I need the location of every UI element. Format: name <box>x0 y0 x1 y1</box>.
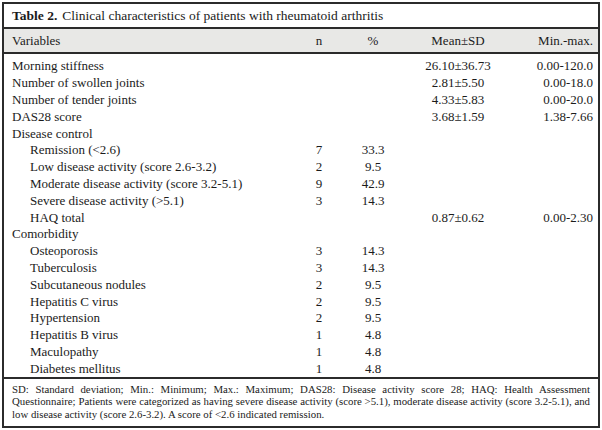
row-label: Low disease activity (score 2.6-3.2) <box>4 159 294 175</box>
row-pct: 9.5 <box>344 159 402 175</box>
row-label: Diabetes mellitus <box>4 361 294 377</box>
row-label: Hypertension <box>4 310 294 326</box>
row-label: Maculopathy <box>4 344 294 360</box>
row-n: 1 <box>294 361 344 377</box>
row-pct: 33.3 <box>344 142 402 158</box>
table-body: Morning stiffness 26.10±36.73 0.00-120.0… <box>4 54 598 377</box>
row-pct: 4.8 <box>344 327 402 343</box>
table-row: Remission (<2.6) 7 33.3 <box>4 142 598 159</box>
row-mean-sd: 2.81±5.50 <box>402 75 514 91</box>
section-label: Comorbidity <box>4 226 294 242</box>
paper-table-figure: Table 2. Clinical characteristics of pat… <box>0 0 602 430</box>
table-row: HAQ total 0.87±0.62 0.00-2.30 <box>4 209 598 226</box>
table-row: Maculopathy 1 4.8 <box>4 344 598 361</box>
row-mean-sd: 0.87±0.62 <box>402 210 514 226</box>
row-n: 9 <box>294 176 344 192</box>
row-pct: 9.5 <box>344 310 402 326</box>
row-label: Osteoporosis <box>4 243 294 259</box>
row-n: 3 <box>294 260 344 276</box>
table-row: Diabetes mellitus 1 4.8 <box>4 360 598 377</box>
table-row: Hepatitis B virus 1 4.8 <box>4 327 598 344</box>
row-min-max: 1.38-7.66 <box>514 109 598 125</box>
column-header-percent: % <box>344 33 402 49</box>
row-pct: 4.8 <box>344 344 402 360</box>
table-row: Number of tender joints 4.33±5.83 0.00-2… <box>4 92 598 109</box>
row-pct: 14.3 <box>344 193 402 209</box>
row-pct: 42.9 <box>344 176 402 192</box>
row-label: Remission (<2.6) <box>4 142 294 158</box>
column-header-row: Variables n % Mean±SD Min.-max. <box>4 27 598 54</box>
table-caption: Clinical characteristics of patients wit… <box>62 8 383 24</box>
table-row: Number of swollen joints 2.81±5.50 0.00-… <box>4 75 598 92</box>
row-label: Morning stiffness <box>4 58 294 74</box>
row-label: Number of swollen joints <box>4 75 294 91</box>
table-row: Morning stiffness 26.10±36.73 0.00-120.0 <box>4 58 598 75</box>
row-label: Moderate disease activity (score 3.2-5.1… <box>4 176 294 192</box>
table-row: DAS28 score 3.68±1.59 1.38-7.66 <box>4 108 598 125</box>
row-pct: 14.3 <box>344 260 402 276</box>
row-n: 1 <box>294 327 344 343</box>
table-title: Table 2. Clinical characteristics of pat… <box>4 4 598 27</box>
row-pct: 14.3 <box>344 243 402 259</box>
row-label: Hepatitis B virus <box>4 327 294 343</box>
row-label: Tuberculosis <box>4 260 294 276</box>
row-label: Severe disease activity (>5.1) <box>4 193 294 209</box>
row-min-max: 0.00-20.0 <box>514 92 598 108</box>
table-row: Low disease activity (score 2.6-3.2) 2 9… <box>4 159 598 176</box>
row-pct: 9.5 <box>344 294 402 310</box>
row-pct: 4.8 <box>344 361 402 377</box>
table-row: Moderate disease activity (score 3.2-5.1… <box>4 176 598 193</box>
row-label: Number of tender joints <box>4 92 294 108</box>
row-label: Hepatitis C virus <box>4 294 294 310</box>
table-number: Table 2. <box>12 8 57 24</box>
row-n: 3 <box>294 193 344 209</box>
row-mean-sd: 3.68±1.59 <box>402 109 514 125</box>
row-min-max: 0.00-2.30 <box>514 210 598 226</box>
row-pct: 9.5 <box>344 277 402 293</box>
column-header-min-max: Min.-max. <box>514 33 598 49</box>
row-n: 1 <box>294 344 344 360</box>
row-n: 3 <box>294 243 344 259</box>
table-row: Tuberculosis 3 14.3 <box>4 260 598 277</box>
table-row: Severe disease activity (>5.1) 3 14.3 <box>4 192 598 209</box>
row-n: 2 <box>294 294 344 310</box>
row-n: 7 <box>294 142 344 158</box>
row-min-max: 0.00-18.0 <box>514 75 598 91</box>
row-mean-sd: 4.33±5.83 <box>402 92 514 108</box>
row-mean-sd: 26.10±36.73 <box>402 58 514 74</box>
clinical-characteristics-table: Table 2. Clinical characteristics of pat… <box>2 2 600 428</box>
table-row: Subcutaneous nodules 2 9.5 <box>4 276 598 293</box>
section-label: Disease control <box>4 126 294 142</box>
table-footnote: SD: Standard deviation; Min.: Minimum; M… <box>4 377 598 426</box>
table-row: Hypertension 2 9.5 <box>4 310 598 327</box>
table-row: Osteoporosis 3 14.3 <box>4 243 598 260</box>
row-n: 2 <box>294 277 344 293</box>
row-n: 2 <box>294 159 344 175</box>
table-section-row: Comorbidity <box>4 226 598 243</box>
row-n: 2 <box>294 310 344 326</box>
table-section-row: Disease control <box>4 125 598 142</box>
column-header-n: n <box>294 33 344 49</box>
row-label: HAQ total <box>4 210 294 226</box>
row-min-max: 0.00-120.0 <box>514 58 598 74</box>
column-header-mean-sd: Mean±SD <box>402 33 514 49</box>
column-header-variables: Variables <box>4 33 294 49</box>
row-label: DAS28 score <box>4 109 294 125</box>
table-row: Hepatitis C virus 2 9.5 <box>4 293 598 310</box>
row-label: Subcutaneous nodules <box>4 277 294 293</box>
